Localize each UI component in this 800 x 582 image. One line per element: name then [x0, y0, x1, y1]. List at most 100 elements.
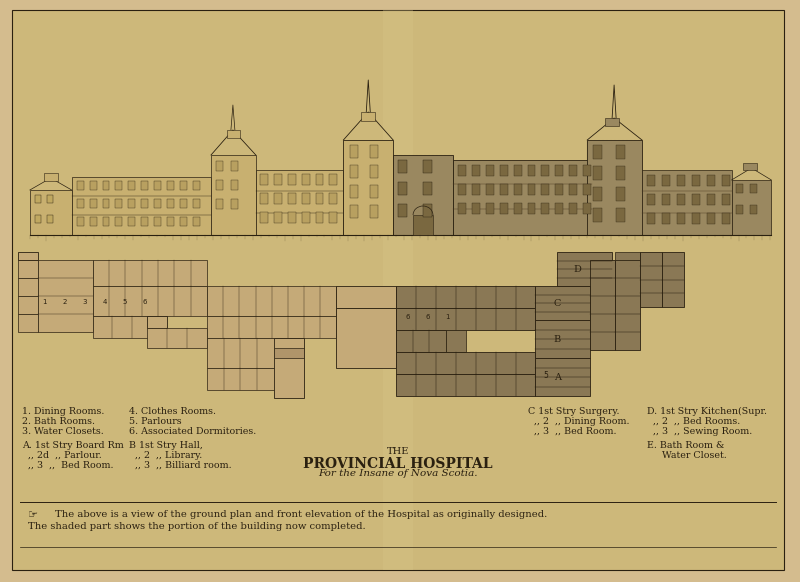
Bar	[35, 195, 41, 203]
Bar	[692, 175, 700, 186]
Bar	[486, 203, 494, 214]
Bar	[274, 212, 282, 223]
Text: PROVINCIAL HOSPITAL: PROVINCIAL HOSPITAL	[303, 457, 493, 471]
Bar	[706, 194, 714, 205]
Bar	[527, 203, 535, 214]
Text: 1: 1	[42, 299, 47, 305]
Bar	[616, 187, 625, 201]
Text: 2. Bath Rooms.: 2. Bath Rooms.	[22, 417, 95, 426]
Text: 6: 6	[406, 314, 410, 320]
Bar	[193, 181, 200, 190]
Text: D: D	[574, 264, 582, 274]
Bar	[743, 163, 758, 170]
Text: ☞: ☞	[28, 510, 38, 520]
Bar	[362, 112, 375, 121]
Bar	[570, 165, 578, 176]
Text: ,, 3  ,,  Bed Room.: ,, 3 ,, Bed Room.	[22, 461, 114, 470]
Bar	[514, 165, 522, 176]
Bar	[142, 181, 148, 190]
Bar	[93, 316, 152, 338]
Bar	[288, 174, 296, 185]
Bar	[590, 260, 615, 350]
Bar	[154, 217, 162, 226]
Bar	[662, 252, 684, 307]
Bar	[616, 166, 625, 180]
Text: C: C	[554, 299, 561, 307]
Bar	[102, 217, 110, 226]
Bar	[383, 10, 413, 570]
Bar	[142, 199, 148, 208]
Bar	[18, 252, 38, 260]
Bar	[587, 140, 642, 235]
Bar	[128, 217, 135, 226]
Bar	[260, 174, 268, 185]
Bar	[167, 217, 174, 226]
Bar	[616, 145, 625, 159]
Bar	[514, 203, 522, 214]
Text: 5: 5	[122, 299, 126, 305]
Bar	[446, 330, 466, 352]
Bar	[35, 215, 41, 223]
Text: ,, 3  ,, Bed Room.: ,, 3 ,, Bed Room.	[527, 427, 616, 436]
Text: 6: 6	[142, 299, 146, 305]
Bar	[472, 165, 480, 176]
Text: 3: 3	[82, 299, 87, 305]
Bar	[677, 175, 685, 186]
Text: ,, 3  ,, Sewing Room.: ,, 3 ,, Sewing Room.	[647, 427, 752, 436]
Bar	[706, 213, 714, 224]
Bar	[274, 338, 303, 398]
Bar	[662, 175, 670, 186]
Bar	[154, 199, 162, 208]
Bar	[77, 199, 84, 208]
Bar	[288, 212, 296, 223]
Bar	[115, 199, 122, 208]
Bar	[692, 194, 700, 205]
Bar	[594, 166, 602, 180]
Bar	[260, 212, 268, 223]
Bar	[302, 193, 310, 204]
Bar	[423, 160, 432, 173]
Bar	[211, 155, 256, 235]
Bar	[147, 316, 167, 328]
Bar	[18, 296, 38, 314]
Bar	[453, 160, 592, 235]
Bar	[256, 170, 343, 235]
Bar	[527, 165, 535, 176]
Bar	[396, 374, 535, 396]
Bar	[396, 352, 535, 374]
Bar	[90, 199, 97, 208]
Bar	[193, 199, 200, 208]
Bar	[555, 203, 563, 214]
Bar	[615, 252, 640, 260]
Bar	[458, 184, 466, 195]
Bar	[18, 314, 38, 332]
Bar	[542, 184, 550, 195]
Bar	[260, 193, 268, 204]
Bar	[570, 203, 578, 214]
Bar	[302, 212, 310, 223]
Bar	[72, 177, 211, 235]
Bar	[370, 205, 378, 218]
Bar	[583, 184, 591, 195]
Bar	[583, 203, 591, 214]
Bar	[514, 184, 522, 195]
Bar	[231, 199, 238, 209]
Bar	[413, 215, 433, 235]
Bar	[570, 184, 578, 195]
Text: A: A	[554, 374, 561, 382]
Bar	[77, 217, 84, 226]
Bar	[77, 181, 84, 190]
Bar	[472, 203, 480, 214]
Bar	[677, 213, 685, 224]
Text: A. 1st Stry Board Rm: A. 1st Stry Board Rm	[22, 441, 124, 450]
Bar	[735, 184, 742, 193]
Text: ,, 2d  ,, Parlour.: ,, 2d ,, Parlour.	[22, 451, 102, 460]
Bar	[662, 194, 670, 205]
Bar	[555, 165, 563, 176]
Bar	[115, 217, 122, 226]
Bar	[393, 155, 453, 235]
Bar	[722, 175, 730, 186]
Bar	[102, 199, 110, 208]
Bar	[274, 348, 303, 358]
Text: B: B	[554, 335, 561, 343]
